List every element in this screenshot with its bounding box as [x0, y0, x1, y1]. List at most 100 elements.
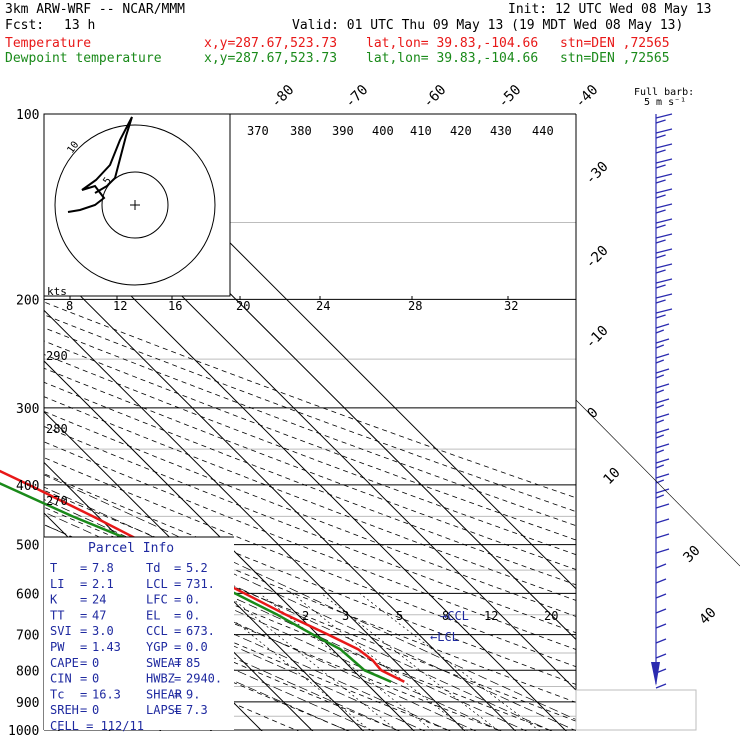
hodograph-speed-label: 24 — [316, 299, 330, 313]
wind-barb — [655, 563, 667, 569]
mixing-ratio-label: 2 — [302, 609, 309, 623]
legend-dewpoint-latlon: lat,lon= 39.83,-104.66 — [366, 51, 539, 66]
pressure-label: 600 — [16, 587, 39, 602]
legend-temperature-name: Temperature — [5, 36, 92, 51]
legend-temperature-stn: stn=DEN ,72565 — [560, 36, 670, 51]
parcel-field-name: TT — [50, 608, 64, 622]
mixing-ratio-line — [320, 593, 500, 731]
parcel-field-value: 0 — [92, 703, 99, 717]
wind-barb — [655, 593, 667, 599]
dewpoint-line — [0, 482, 392, 683]
wind-barb — [655, 158, 673, 164]
theta-label: 280 — [46, 422, 68, 436]
pressure-label: 900 — [16, 696, 39, 711]
parcel-field-value: 0 — [92, 656, 99, 670]
wind-barb-flag — [655, 194, 666, 199]
parcel-equals: = — [80, 640, 87, 654]
wind-barb-flag — [655, 179, 666, 184]
parcel-field-value: 9. — [186, 687, 200, 701]
dry-adiabat-line — [44, 396, 576, 601]
parcel-field-value: 731. — [186, 577, 215, 591]
theta-label: 430 — [490, 124, 512, 138]
parcel-field-name: Td — [146, 561, 160, 575]
parcel-field-value: 0. — [186, 608, 200, 622]
pressure-label: 700 — [16, 629, 39, 644]
pressure-label: 800 — [16, 664, 39, 679]
wind-barb — [655, 368, 670, 374]
wind-barb-flag — [655, 464, 665, 469]
wind-barb-flag — [655, 314, 666, 319]
pressure-label: 100 — [16, 108, 39, 123]
parcel-equals: = — [80, 561, 87, 575]
parcel-field-value: 7.8 — [92, 561, 114, 575]
legend-dewpoint-stn: stn=DEN ,72565 — [560, 51, 670, 66]
wind-barb-flag — [655, 419, 665, 424]
wind-barb-flag — [655, 224, 666, 229]
isotherm-line — [0, 114, 20, 740]
wind-barb — [655, 473, 670, 479]
parcel-field-name: Tc — [50, 687, 64, 701]
isotherm-label: 0 — [584, 405, 601, 422]
moist-adiabat-line — [44, 511, 527, 731]
isotherm-line — [44, 309, 466, 731]
parcel-field-value: 1.43 — [92, 640, 121, 654]
wind-barb-flag — [655, 284, 666, 289]
parcel-field-name: CCL — [146, 624, 168, 638]
parcel-field-name: HWBZ — [146, 672, 175, 686]
mixing-ratio-line — [359, 593, 541, 731]
moist-adiabat-line — [44, 536, 477, 731]
parcel-equals: = — [80, 656, 87, 670]
dry-adiabat-line — [44, 489, 576, 703]
isotherm-label: -60 — [420, 82, 449, 111]
isotherm-label: -50 — [495, 82, 524, 111]
wind-barb — [655, 383, 670, 389]
wind-barb-flag — [655, 389, 665, 394]
hodograph: 105 — [43, 113, 231, 297]
hodograph-frame — [43, 113, 231, 297]
isotherm-line — [44, 258, 517, 731]
theta-label: 370 — [247, 124, 269, 138]
wind-barb — [655, 188, 673, 194]
parcel-field-name: YGP — [146, 640, 168, 654]
parcel-equals: = — [80, 624, 87, 638]
init-time: Init: 12 UTC Wed 08 May 13 — [508, 2, 712, 17]
parcel-field-value: 0. — [186, 593, 200, 607]
parcel-field-value: 2940. — [186, 672, 222, 686]
parcel-field-value: 85 — [186, 656, 200, 670]
theta-label: 440 — [532, 124, 554, 138]
parcel-equals: = — [174, 640, 181, 654]
mixing-ratio-label: 12 — [484, 609, 498, 623]
wind-barb — [655, 203, 673, 209]
mixing-ratio-label: 8 — [442, 609, 449, 623]
forecast-hour: 13 h — [64, 18, 96, 33]
legend-dewpoint-xy: x,y=287.67,523.73 — [204, 51, 338, 66]
moist-adiabat-line — [44, 474, 576, 720]
hodograph-clip — [54, 116, 216, 286]
wind-barb — [655, 233, 673, 239]
parcel-box-background — [44, 537, 234, 730]
wind-barb — [655, 293, 673, 299]
wind-barb — [655, 533, 670, 539]
wind-barb-flag — [655, 359, 665, 364]
parcel-field-name: T — [50, 561, 57, 575]
dry-adiabat-line — [44, 354, 576, 556]
wind-barb-flag — [655, 434, 665, 439]
wind-barb — [655, 443, 670, 449]
hodograph-trace — [67, 116, 133, 213]
wind-barb-flag — [655, 404, 665, 409]
parcel-field-value: 0 — [92, 672, 99, 686]
parcel-field-value: 7.3 — [186, 703, 208, 717]
wind-barb — [655, 413, 670, 419]
mixing-ratio-label: 20 — [544, 609, 558, 623]
wind-barb — [655, 323, 670, 329]
mixing-ratio-label: 5 — [396, 609, 403, 623]
wind-barb — [655, 338, 670, 344]
wind-barb — [655, 458, 670, 464]
sounding-series — [0, 469, 405, 683]
isotherm-label: -10 — [582, 323, 611, 352]
dry-adiabat-line — [44, 560, 452, 731]
legend-temperature-xy: x,y=287.67,523.73 — [204, 36, 338, 51]
parcel-field-name: SREH — [50, 703, 79, 717]
parcel-info-title: Parcel Info — [88, 541, 174, 556]
parcel-equals: = — [174, 561, 181, 575]
